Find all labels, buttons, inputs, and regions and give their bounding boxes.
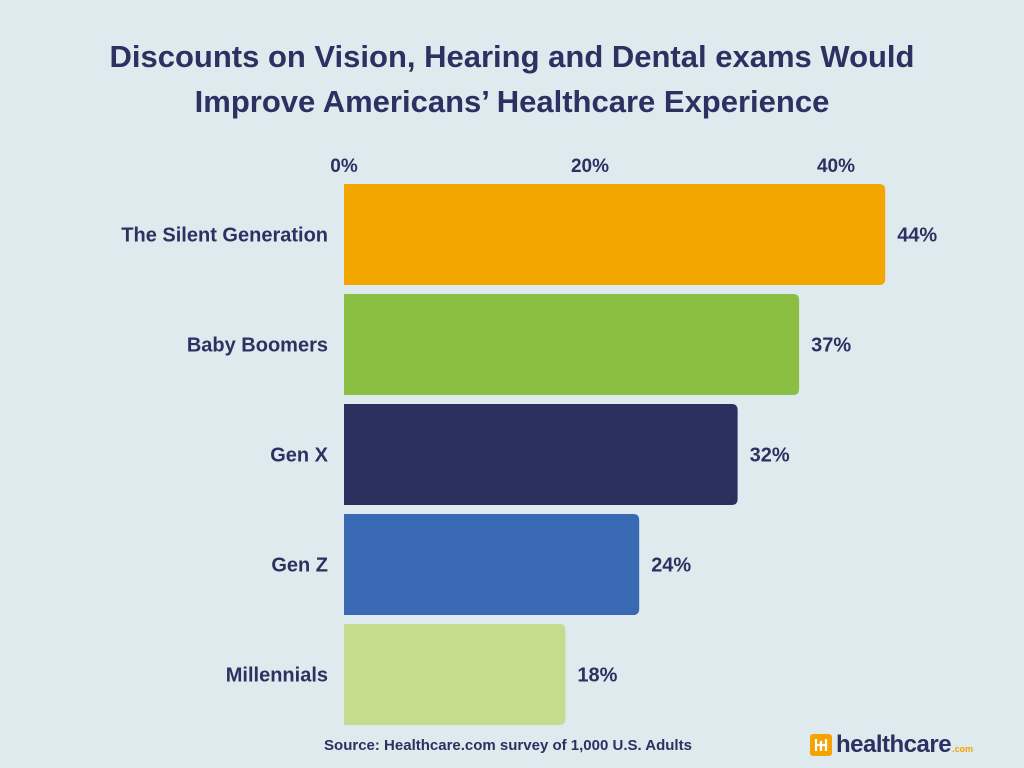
chart-title: Discounts on Vision, Hearing and Dental … <box>0 34 1024 124</box>
bar <box>344 294 800 395</box>
logo-text: healthcare <box>836 731 952 758</box>
data-label: 32% <box>750 445 790 467</box>
data-label: 24% <box>651 555 691 577</box>
data-label: 37% <box>811 335 851 357</box>
x-tick-label: 0% <box>330 156 358 177</box>
data-label: 18% <box>577 665 617 687</box>
bar <box>344 184 886 285</box>
x-tick-label: 40% <box>817 156 855 177</box>
healthcare-logo: healthcare .com <box>810 731 973 759</box>
chart-title-line-1: Discounts on Vision, Hearing and Dental … <box>109 39 915 74</box>
data-label: 44% <box>897 225 937 247</box>
bar <box>344 514 640 615</box>
category-label: The Silent Generation <box>121 225 328 247</box>
category-label: Millennials <box>226 665 328 687</box>
healthcare-logo-icon <box>810 734 832 756</box>
bar <box>344 624 566 725</box>
category-label: Baby Boomers <box>187 335 328 357</box>
bar <box>344 404 738 505</box>
category-label: Gen X <box>270 445 328 467</box>
category-label: Gen Z <box>271 555 328 577</box>
source-note: Source: Healthcare.com survey of 1,000 U… <box>324 737 692 754</box>
chart-title-line-2: Improve Americans’ Healthcare Experience <box>194 84 830 119</box>
x-tick-label: 20% <box>571 156 609 177</box>
logo-suffix: .com <box>952 744 974 754</box>
